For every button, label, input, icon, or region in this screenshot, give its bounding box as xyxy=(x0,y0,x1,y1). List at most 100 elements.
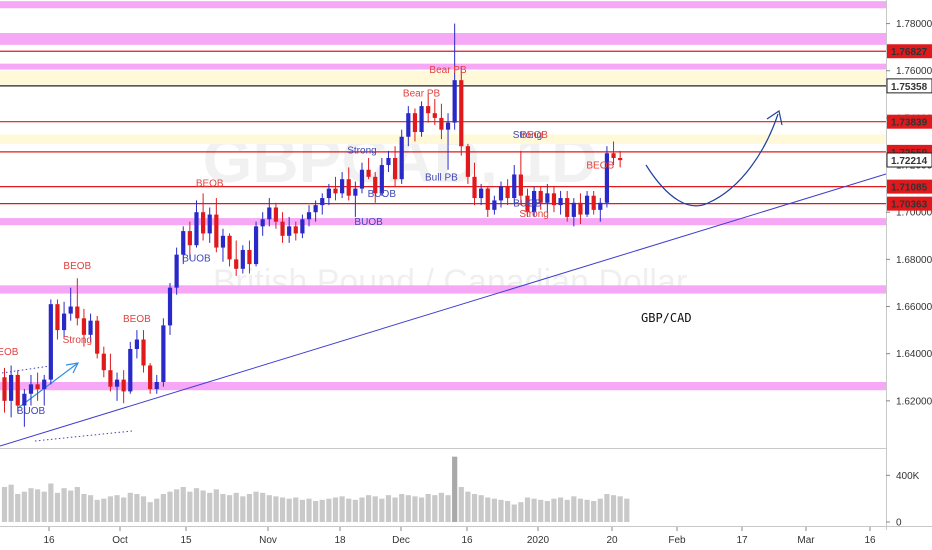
volume-bar xyxy=(154,498,160,522)
volume-bar xyxy=(392,497,398,522)
candle xyxy=(551,186,557,213)
candle xyxy=(48,299,53,385)
candle xyxy=(253,221,259,267)
volume-bar xyxy=(445,495,451,522)
candle xyxy=(558,190,563,215)
volume-bar xyxy=(167,491,173,522)
volume-bar xyxy=(432,495,438,522)
price-axis[interactable]: 1.620001.640001.660001.680001.700001.720… xyxy=(886,19,932,407)
svg-text:1.73839: 1.73839 xyxy=(891,118,928,129)
volume-bar xyxy=(28,488,34,522)
candle xyxy=(42,374,47,406)
time-tick-label: Oct xyxy=(112,535,128,546)
candle xyxy=(101,346,106,378)
candle xyxy=(346,167,351,201)
volume-bar xyxy=(260,492,266,522)
candle xyxy=(359,162,365,194)
candle xyxy=(333,176,338,201)
volume-bar xyxy=(372,496,378,522)
candle xyxy=(459,66,464,156)
candles-layer xyxy=(2,23,623,427)
candle xyxy=(55,299,60,340)
volume-bar xyxy=(610,495,617,522)
watermark-name: British Pound / Canadian Dollar xyxy=(213,263,687,301)
candle xyxy=(313,200,318,222)
volume-bar xyxy=(127,492,133,522)
candle xyxy=(525,188,530,217)
volume-bar xyxy=(352,499,358,522)
candle xyxy=(2,367,7,413)
candle xyxy=(154,374,159,394)
volume-bar xyxy=(187,491,193,522)
volume-tick-label: 0 xyxy=(896,518,902,529)
pattern-label: BUOB xyxy=(354,217,383,228)
candle xyxy=(61,301,67,338)
level-lines xyxy=(0,50,886,205)
volume-bar xyxy=(624,498,630,522)
volume-bar xyxy=(584,499,590,522)
volume-bar xyxy=(346,498,352,522)
zone-band xyxy=(0,134,886,144)
volume-bar xyxy=(359,497,365,522)
zone-band xyxy=(0,285,886,294)
candle xyxy=(220,228,226,262)
volume-bar xyxy=(286,498,292,522)
candle xyxy=(128,341,133,394)
volume-bar xyxy=(571,496,577,522)
candle xyxy=(227,233,232,267)
time-axis[interactable]: 16 Oct 15 Nov 18 Dec 16 2020 20 Feb 17 Mar 16 xyxy=(43,527,876,546)
volume-bar xyxy=(591,501,597,522)
candle xyxy=(267,198,272,227)
candle xyxy=(538,186,543,210)
volume-bar xyxy=(21,491,27,522)
projection-curve-icon xyxy=(645,110,783,207)
dotted-channel-lower xyxy=(34,430,133,442)
candle xyxy=(181,226,186,265)
volume-bar xyxy=(544,501,550,522)
candle xyxy=(386,150,391,173)
price-tag: 1.73839 xyxy=(887,114,932,129)
volume-bar xyxy=(458,487,464,522)
candle xyxy=(22,389,27,427)
candle xyxy=(518,150,523,206)
ascending-trendline[interactable] xyxy=(0,173,887,447)
volume-bar xyxy=(147,502,153,522)
zone-band xyxy=(0,218,886,226)
volume-bar xyxy=(385,495,392,522)
volume-bar xyxy=(604,494,610,522)
pattern-label: BEOB xyxy=(520,130,548,141)
svg-text:1.70363: 1.70363 xyxy=(891,200,928,211)
volume-bar xyxy=(379,498,385,522)
candle xyxy=(353,181,358,217)
svg-text:1.71085: 1.71085 xyxy=(891,183,928,194)
volume-bar xyxy=(412,496,418,522)
price-tag: 1.71085 xyxy=(887,179,932,194)
candle xyxy=(399,129,404,184)
candle xyxy=(35,372,40,401)
volume-bar xyxy=(313,501,319,522)
volume-tick-label: 400K xyxy=(896,471,920,482)
price-tick-label: 1.64000 xyxy=(896,349,932,360)
volume-bar xyxy=(61,488,67,522)
candle xyxy=(68,287,73,321)
time-tick-label: 15 xyxy=(180,535,192,546)
candle xyxy=(194,200,199,248)
candle xyxy=(445,113,451,170)
volume-bar xyxy=(405,495,411,522)
candle xyxy=(379,157,384,196)
time-tick-label: 20 xyxy=(606,535,618,546)
volume-bar xyxy=(1,487,8,522)
price-tick-label: 1.66000 xyxy=(896,302,932,313)
candle xyxy=(598,198,603,222)
volume-bar xyxy=(577,498,584,522)
candle xyxy=(545,183,550,213)
candle xyxy=(584,190,590,217)
volume-bar xyxy=(246,494,253,522)
volume-bar xyxy=(452,456,458,522)
time-tick-label: Nov xyxy=(259,535,277,546)
candle xyxy=(479,183,484,206)
candle xyxy=(320,193,325,215)
volume-bar xyxy=(240,496,246,522)
volume-bar xyxy=(299,499,305,522)
time-tick-label: Dec xyxy=(392,535,410,546)
